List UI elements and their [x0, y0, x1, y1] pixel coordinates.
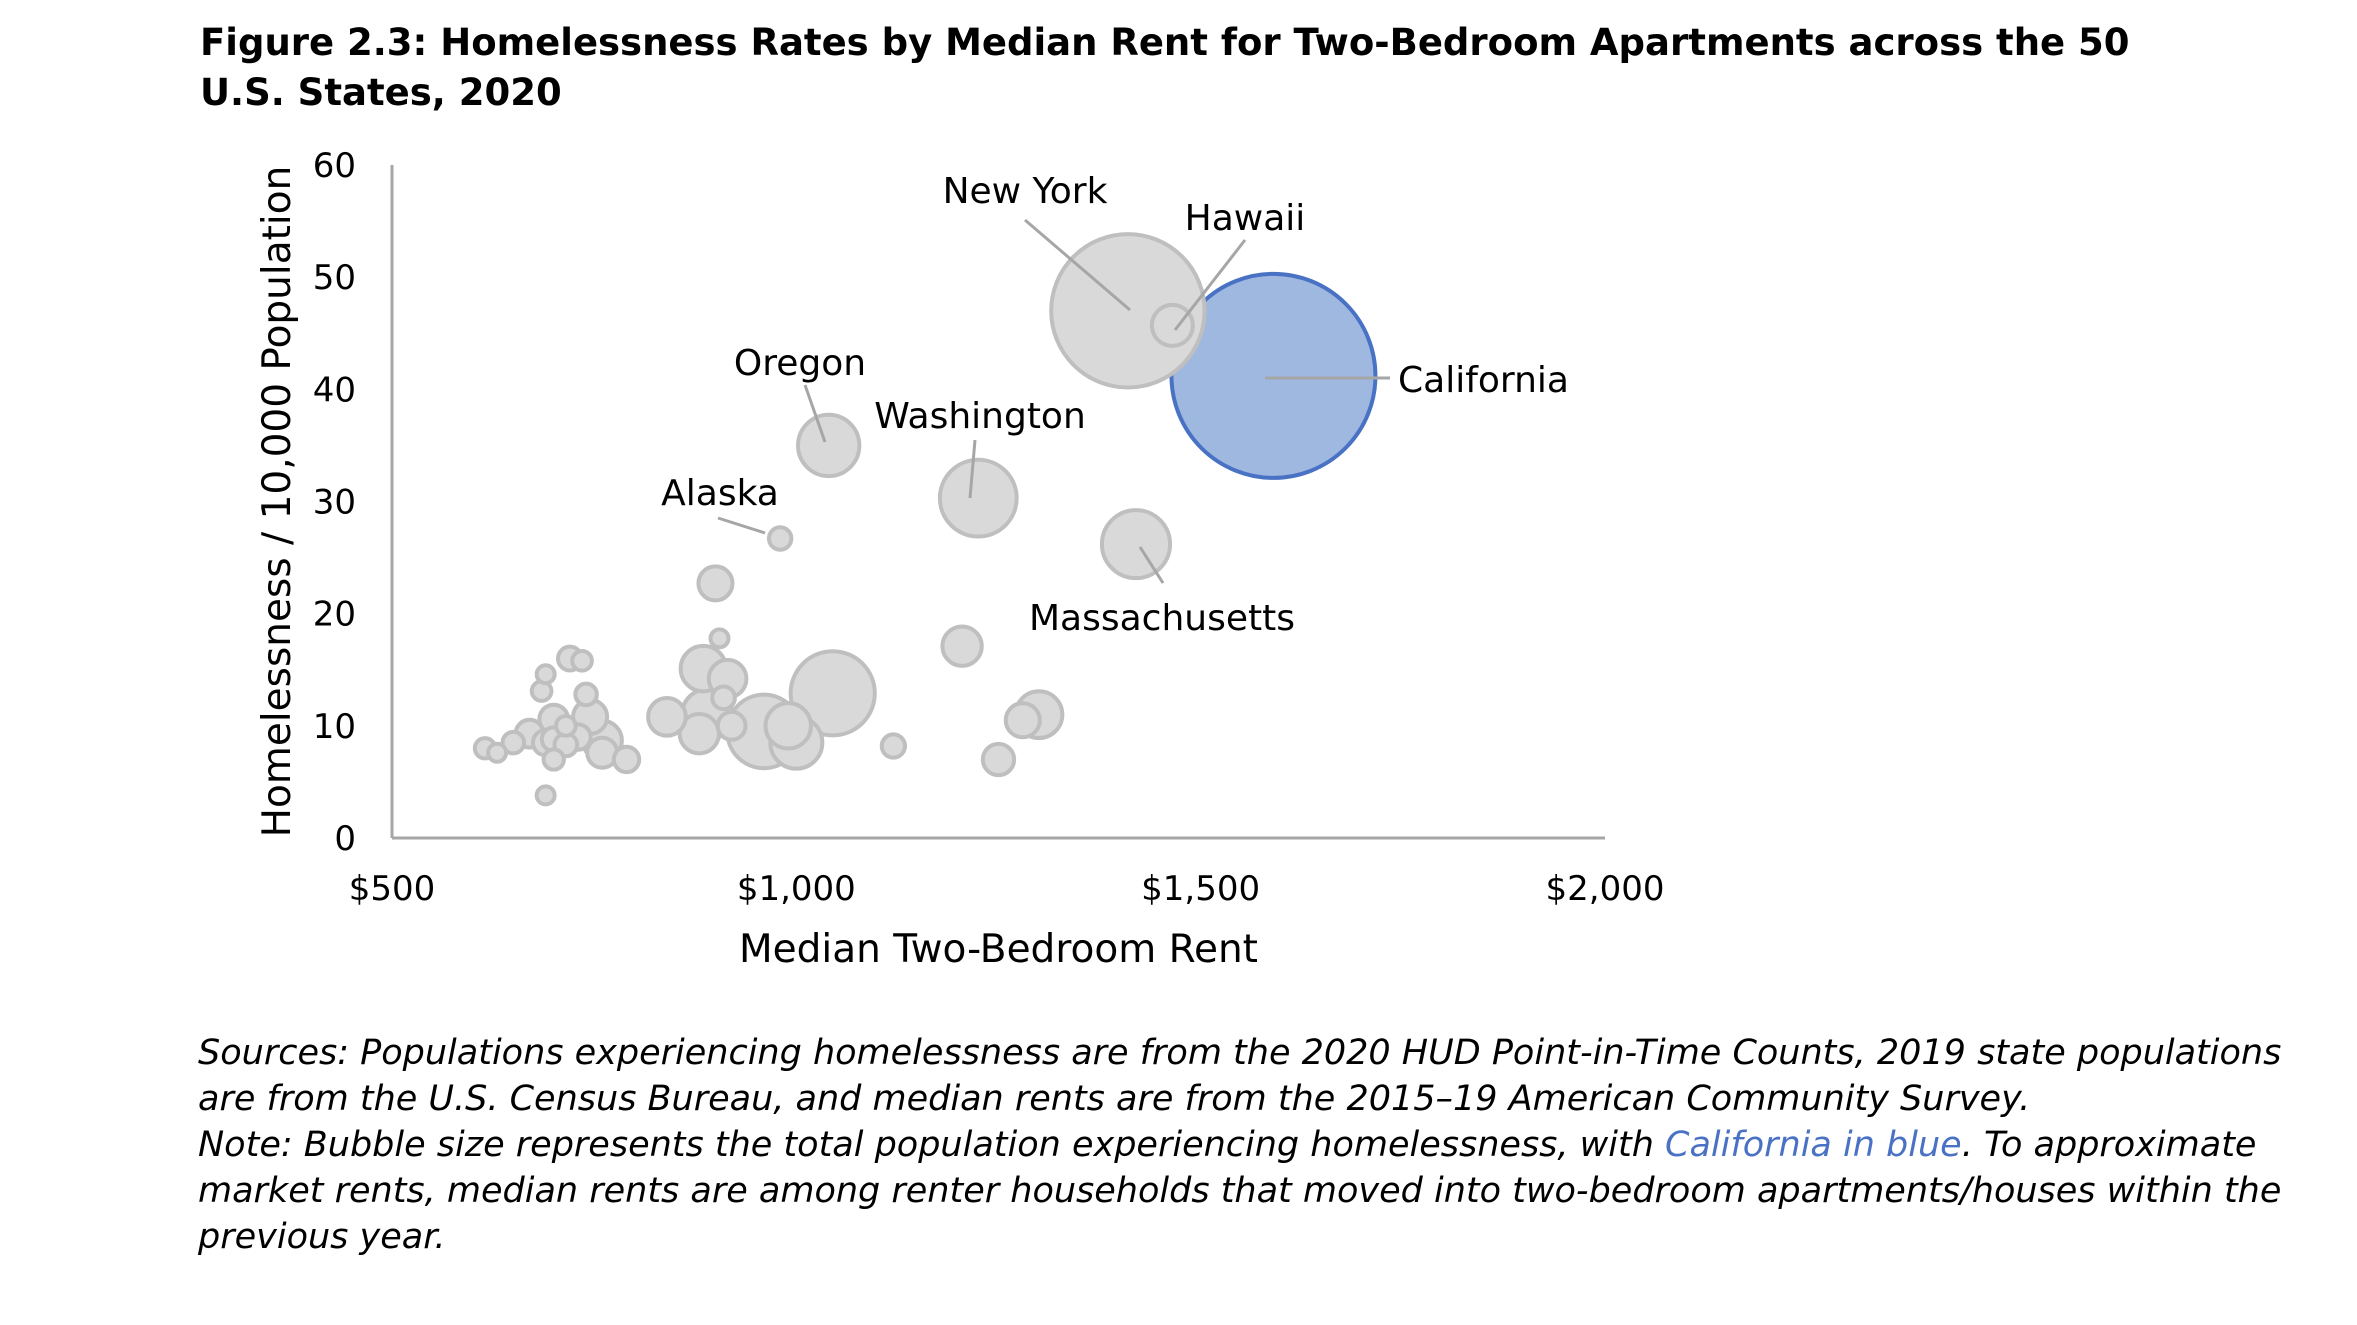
- x-tick-label: $1,000: [737, 869, 856, 909]
- leader-alaska: [717, 516, 766, 535]
- bubbles: [472, 232, 1378, 807]
- label-leaders: [717, 218, 1390, 584]
- bubble-state: [534, 784, 557, 807]
- label-alaska: Alaska: [661, 473, 779, 514]
- label-washington: Washington: [874, 396, 1086, 437]
- axes: [390, 165, 1605, 840]
- bubble-alaska: [766, 525, 794, 552]
- bubble-state: [940, 624, 984, 668]
- y-tick-labels: 0 10 20 30 40 50 60: [313, 146, 356, 859]
- y-axis-title: Homelessness / 10,000 Population: [255, 166, 300, 838]
- bubble-state: [879, 732, 908, 760]
- bubble-hawaii: [1149, 302, 1195, 348]
- x-tick-label: $1,500: [1141, 869, 1260, 909]
- bubble-state: [570, 648, 594, 673]
- y-tick-label: 30: [313, 483, 356, 523]
- note-suffix: . To approximate market rents, median re…: [198, 1125, 2282, 1257]
- bubble-state: [710, 684, 737, 712]
- bubble-state: [980, 741, 1017, 778]
- bubble-chart: 0 10 20 30 40 50 60 $500 $1,000 $1,500 $2,000 Cal…: [255, 146, 1665, 972]
- y-tick-label: 0: [334, 819, 356, 859]
- bubble-state: [500, 729, 527, 756]
- leader-new-york: [1024, 218, 1131, 312]
- figure-notes: Sources: Populations experiencing homele…: [198, 1030, 2328, 1260]
- leader-hawaii: [1173, 239, 1247, 331]
- y-tick-label: 40: [313, 370, 356, 410]
- bubble-new-york: [1049, 232, 1207, 390]
- y-tick-label: 60: [313, 146, 356, 186]
- bubble-size-note: Note: Bubble size represents the total p…: [198, 1122, 2328, 1260]
- bubble-state: [611, 744, 642, 775]
- x-tick-label: $500: [349, 869, 436, 909]
- y-tick-label: 50: [313, 258, 356, 298]
- leader-massachusetts: [1138, 546, 1165, 584]
- y-tick-label: 20: [313, 595, 356, 635]
- label-oregon: Oregon: [734, 343, 866, 384]
- x-tick-label: $2,000: [1546, 869, 1665, 909]
- leader-oregon: [803, 384, 827, 443]
- label-california: California: [1398, 360, 1569, 401]
- label-new-york: New York: [943, 171, 1108, 212]
- bubble-state: [763, 701, 813, 751]
- bubble-state: [554, 714, 578, 738]
- bubble-oregon: [796, 412, 862, 479]
- bubble-state: [646, 696, 688, 738]
- bubble-washington: [937, 457, 1019, 539]
- label-hawaii: Hawaii: [1185, 198, 1306, 239]
- note-prefix: Note: Bubble size represents the total p…: [198, 1125, 1666, 1165]
- x-axis-title: Median Two-Bedroom Rent: [739, 927, 1258, 972]
- figure-title: Figure 2.3: Homelessness Rates by Median…: [200, 21, 2130, 114]
- bubble-state: [1003, 701, 1042, 740]
- x-tick-labels: $500 $1,000 $1,500 $2,000: [349, 869, 1665, 909]
- bubble-state: [696, 564, 735, 603]
- y-tick-label: 10: [313, 707, 356, 747]
- bubble-state: [788, 649, 877, 738]
- leader-washington: [968, 439, 977, 499]
- label-massachusetts: Massachusetts: [1029, 598, 1295, 639]
- note-highlight: California in blue: [1665, 1125, 1962, 1165]
- bubble-state: [715, 709, 748, 742]
- bubble-state: [486, 741, 509, 764]
- bubble-state: [708, 627, 731, 650]
- sources-note: Sources: Populations experiencing homele…: [198, 1033, 2282, 1119]
- bubble-labels: California New York Hawaii OregonWashington…: [661, 171, 1569, 639]
- bubble-state: [541, 747, 566, 772]
- bubble-state: [573, 681, 599, 708]
- bubble-massachusetts: [1099, 508, 1173, 581]
- bubble-state: [534, 663, 557, 686]
